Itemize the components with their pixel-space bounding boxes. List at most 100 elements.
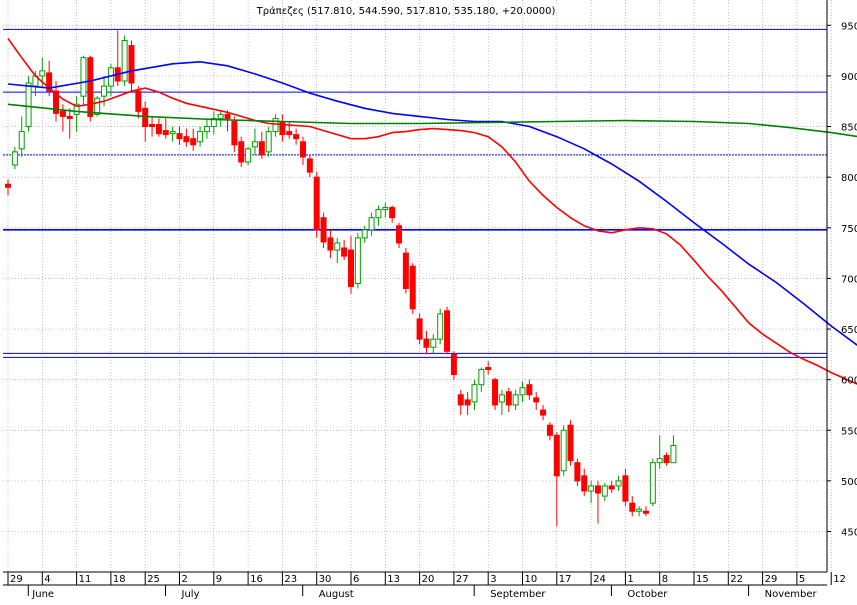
candle-body-down [663,455,670,464]
candle-body-up [375,209,382,219]
candle-body-down [389,207,396,219]
candle-body-down [162,130,169,136]
candle-body-up [430,338,437,348]
candle-body-down [533,397,540,403]
candle-body-up [245,148,252,163]
candle-body-up [11,151,18,166]
candle-body-up [101,85,108,97]
candle-body-down [320,217,327,243]
x-tick-label: 16 [250,574,263,585]
candle-body-up [588,485,595,492]
candle-body-up [560,429,567,472]
candle-body-down [581,475,588,492]
candle-body-down [546,424,553,436]
month-label: November [765,589,818,600]
candle-body-down [190,138,197,146]
x-tick-label: 23 [284,574,297,585]
candle-body-up [39,70,46,77]
candle-body-up [656,458,663,464]
candle-body-down [423,338,430,348]
candle-body-down [59,110,66,117]
x-tick-label: 4 [44,574,50,585]
y-tick-label: 450 [841,528,857,539]
candle-body-down [409,265,416,310]
candle-body-down [485,366,492,371]
candle-body-up [601,485,608,497]
candle-body-up [272,117,279,133]
chart-title: Τράπεζες (517.810, 544.590, 517.810, 535… [256,5,556,17]
candle-body-down [444,310,451,352]
candle-body-down [155,124,162,135]
candle-body-down [46,72,53,92]
x-tick-label: 5 [799,574,805,585]
candle-body-up [197,131,204,143]
candle-body-up [169,131,176,135]
candle-body-down [341,247,348,257]
candle-body-down [142,107,149,128]
candle-body-down [87,57,94,117]
candle-body-down [622,475,629,502]
month-label: June [31,589,54,600]
x-tick-label: 8 [662,574,668,585]
candle-body-down [574,462,581,482]
ma-blue-line [7,60,857,347]
x-tick-label: 11 [79,574,92,585]
candle-body-down [396,225,403,244]
candle-body-down [464,399,471,406]
candle-body-up [471,384,478,403]
candle-body-down [553,434,560,477]
x-tick-label: 12 [833,574,846,585]
y-tick-label: 750 [841,224,857,235]
y-tick-label: 500 [841,477,857,488]
x-tick-label: 2 [182,574,188,585]
x-tick-label: 10 [525,574,538,585]
candle-body-up [615,480,622,487]
grid [3,0,832,572]
candle-body-down [608,485,615,490]
candle-body-up [498,394,505,403]
candle-body-down [306,158,313,173]
x-tick-label: 6 [353,574,359,585]
x-tick-label: 18 [113,574,126,585]
month-label: October [627,589,668,600]
candle-body-down [567,424,574,462]
x-tick-label: 29 [10,574,23,585]
candle-body-down [327,237,334,251]
candle-body-down [450,353,457,376]
candle-body-up [334,242,341,251]
candle-body-down [149,124,156,128]
month-label: August [319,589,354,600]
month-label: September [490,589,546,600]
y-tick-label: 950 [841,21,857,32]
candle-body-up [649,462,656,504]
candle-body-down [176,133,183,140]
candle-body-down [66,115,73,119]
candle-body-up [25,82,32,128]
y-tick-label: 850 [841,123,857,134]
x-tick-label: 29 [765,574,778,585]
candle-body-up [519,387,526,396]
candle-body-down [629,502,636,512]
candle-body-down [416,318,423,340]
y-tick-label: 550 [841,426,857,437]
candle-body-down [299,141,306,158]
x-tick-label: 30 [319,574,332,585]
x-tick-label: 20 [422,574,435,585]
candle-body-up [265,131,272,153]
x-tick-label: 22 [730,574,743,585]
y-tick-label: 700 [841,274,857,285]
y-tick-label: 650 [841,325,857,336]
candle-body-up [94,97,101,115]
candle-body-down [492,379,499,406]
candle-body-down [258,141,265,156]
candle-body-down [594,485,601,494]
candle-body-up [670,444,677,464]
x-tick-label: 13 [387,574,400,585]
candle-body-down [348,249,354,288]
candle-body-down [279,120,286,136]
x-tick-label: 15 [696,574,709,585]
candle-body-up [73,103,80,115]
candle-body-up [437,313,444,340]
